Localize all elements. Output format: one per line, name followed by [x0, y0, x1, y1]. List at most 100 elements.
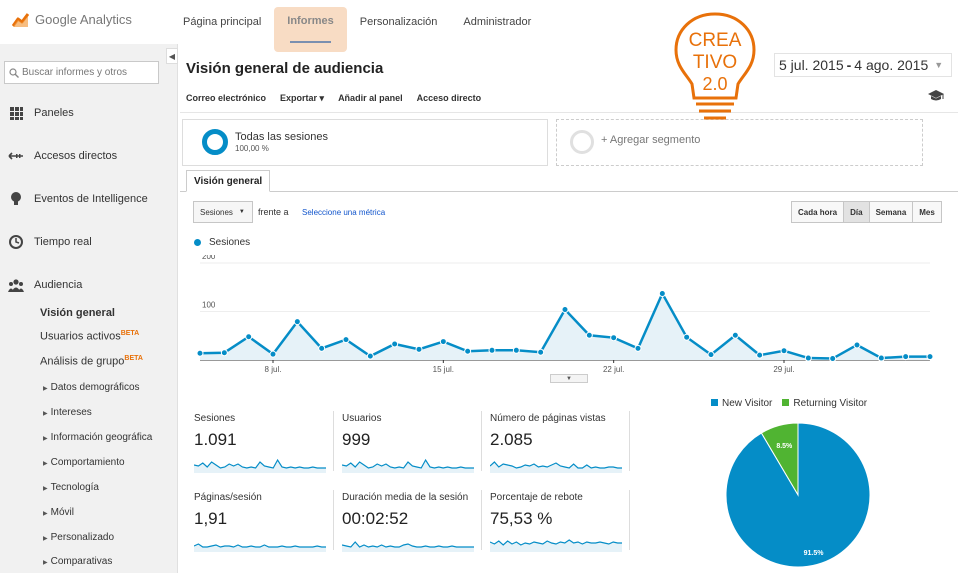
- chevron-down-icon: ▼: [238, 209, 245, 215]
- granularity-hourly-button[interactable]: Cada hora: [791, 201, 845, 223]
- data-point: [829, 355, 837, 363]
- stat-label: Porcentaje de rebote: [490, 492, 583, 503]
- stat-value: 1.091: [194, 430, 237, 449]
- data-point: [366, 352, 374, 360]
- sidebar-item-label: Tiempo real: [34, 236, 92, 248]
- stat-label: Sesiones: [194, 413, 236, 424]
- sidebar-item-paneles[interactable]: Paneles: [0, 101, 178, 125]
- sidebar-sub-comportamiento[interactable]: ▶ Comportamiento: [43, 457, 125, 468]
- search-box[interactable]: [4, 61, 159, 84]
- data-point: [439, 338, 447, 346]
- stat-label: Usuarios: [342, 413, 382, 424]
- data-point: [756, 351, 764, 359]
- divider: [629, 411, 630, 471]
- sidebar-sub-intereses[interactable]: ▶ Intereses: [43, 407, 92, 418]
- sidebar-sub-label: Personalizado: [50, 532, 114, 543]
- sidebar-sub-label: Móvil: [50, 507, 74, 518]
- stat-usuarios[interactable]: Usuarios 999: [342, 413, 482, 479]
- data-point: [488, 346, 496, 354]
- series-area: [200, 293, 930, 360]
- sidebar-sub-movil[interactable]: ▶ Móvil: [43, 507, 74, 518]
- search-input[interactable]: [22, 67, 150, 78]
- granularity-week-button[interactable]: Semana: [868, 201, 914, 223]
- add-segment-button[interactable]: + Agregar segmento: [556, 119, 923, 166]
- legend-label: Sesiones: [209, 237, 251, 248]
- legend-item-new-visitor[interactable]: New Visitor: [711, 398, 772, 409]
- top-nav-customization[interactable]: Personalización: [359, 16, 438, 28]
- sidebar-item-tiempo-real[interactable]: Tiempo real: [0, 230, 178, 254]
- stat-paginas-vistas[interactable]: Número de páginas vistas 2.085: [490, 413, 630, 479]
- bulb-icon: [8, 191, 24, 207]
- stat-label: Duración media de la sesión: [342, 492, 469, 503]
- collapse-sidebar-button[interactable]: ◀: [166, 48, 178, 64]
- segment-name: Todas las sesiones: [235, 131, 328, 143]
- stat-label: Número de páginas vistas: [490, 413, 606, 424]
- sidebar-sub-label: Intereses: [50, 407, 92, 418]
- sidebar-sub-vision-general[interactable]: Visión general: [40, 307, 115, 319]
- shortcut-button[interactable]: Acceso directo: [416, 93, 482, 103]
- data-point: [731, 331, 739, 339]
- legend-label: New Visitor: [722, 398, 773, 409]
- analytics-logo[interactable]: Google Analytics: [12, 11, 132, 28]
- add-to-dashboard-button[interactable]: Añadir al panel: [338, 93, 403, 103]
- stat-sesiones[interactable]: Sesiones 1.091: [194, 413, 334, 479]
- data-point: [683, 333, 691, 341]
- data-point: [245, 333, 253, 341]
- stat-porcentaje-rebote[interactable]: Porcentaje de rebote 75,53 %: [490, 492, 630, 558]
- segment-ring-icon: [570, 130, 594, 154]
- beta-badge: BETA: [124, 355, 143, 362]
- sidebar-sub-label: Análisis de grupo: [40, 355, 125, 368]
- granularity-month-button[interactable]: Mes: [912, 201, 942, 223]
- expand-chart-button[interactable]: ▼: [550, 374, 588, 383]
- divider: [481, 490, 482, 550]
- sidebar-item-eventos-intelligence[interactable]: Eventos de Intelligence: [0, 187, 178, 211]
- divider: [481, 411, 482, 471]
- granularity-day-button[interactable]: Día: [843, 201, 870, 223]
- data-point: [780, 347, 788, 355]
- graduation-cap-icon[interactable]: [928, 90, 944, 102]
- stat-duracion-media[interactable]: Duración media de la sesión 00:02:52: [342, 492, 482, 558]
- tab-overview[interactable]: Visión general: [186, 170, 271, 192]
- stat-value: 2.085: [490, 430, 533, 449]
- select-metric-link[interactable]: Seleccione una métrica: [302, 208, 386, 217]
- sparkline: [194, 543, 326, 552]
- top-nav-reports[interactable]: Informes: [274, 7, 347, 52]
- chart-legend: Sesiones: [194, 237, 250, 248]
- sparkline-line: [342, 458, 474, 469]
- sparkline-area: [342, 460, 474, 473]
- sidebar-item-audiencia[interactable]: Audiencia: [0, 273, 178, 297]
- sidebar-sub-personalizado[interactable]: ▶ Personalizado: [43, 532, 114, 543]
- metric-select[interactable]: Sesiones ▼: [193, 201, 253, 223]
- stat-paginas-sesion[interactable]: Páginas/sesión 1,91: [194, 492, 334, 558]
- sidebar-sub-usuarios-activos[interactable]: Usuarios activosBETA: [40, 330, 139, 343]
- sidebar-item-accesos-directos[interactable]: Accesos directos: [0, 144, 178, 168]
- data-point: [585, 331, 593, 339]
- export-button[interactable]: Exportar ▾: [280, 93, 325, 103]
- sidebar-sub-datos-demograficos[interactable]: ▶ Datos demográficos: [43, 382, 140, 393]
- segment-ring-icon: [202, 129, 228, 155]
- top-nav-admin[interactable]: Administrador: [463, 16, 532, 28]
- data-point: [512, 346, 520, 354]
- sparkline-line: [194, 543, 326, 548]
- pie-legend: New Visitor Returning Visitor: [711, 398, 867, 409]
- legend-swatch: [782, 399, 790, 406]
- sidebar-sub-label: Tecnología: [50, 482, 99, 493]
- sparkline-area: [490, 462, 622, 473]
- sidebar-sub-label: Datos demográficos: [50, 382, 140, 393]
- sidebar-item-label: Paneles: [34, 107, 74, 119]
- legend-item-returning-visitor[interactable]: Returning Visitor: [782, 398, 867, 409]
- email-button[interactable]: Correo electrónico: [186, 93, 267, 103]
- sidebar-sub-comparativas[interactable]: ▶ Comparativas: [43, 556, 112, 567]
- sidebar-sub-analisis-grupo[interactable]: Análisis de grupoBETA: [40, 355, 143, 368]
- top-nav-home[interactable]: Página principal: [183, 16, 262, 28]
- data-point: [269, 350, 277, 358]
- date-start: 5 jul. 2015: [779, 57, 844, 73]
- data-point: [658, 290, 666, 298]
- data-point: [634, 344, 642, 352]
- date-range-picker[interactable]: 5 jul. 2015 - 4 ago. 2015 ▼: [774, 53, 952, 77]
- sidebar-sub-tecnologia[interactable]: ▶ Tecnología: [43, 482, 99, 493]
- data-point: [804, 354, 812, 362]
- data-point: [196, 349, 204, 357]
- segment-all-sessions[interactable]: Todas las sesiones 100,00 %: [182, 119, 548, 166]
- sidebar-sub-informacion-geografica[interactable]: ▶ Información geográfica: [43, 432, 152, 443]
